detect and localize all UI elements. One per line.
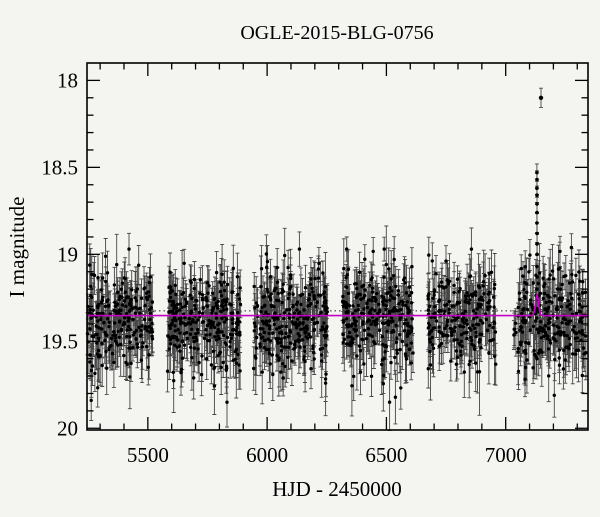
x-tick-label: 6000 (246, 443, 288, 467)
x-tick-label: 5500 (127, 443, 169, 467)
axis-ticks (87, 63, 588, 430)
y-axis-title: I magnitude (5, 197, 29, 298)
y-tick-label: 18.5 (41, 155, 78, 179)
x-tick-label: 6500 (365, 443, 407, 467)
axis-tick-labels: 5500 6000 6500 7000 18 18.5 19 19.5 20 (41, 68, 526, 467)
y-tick-label: 18 (57, 68, 78, 92)
y-tick-label: 19.5 (41, 329, 78, 353)
axes-frame (86, 62, 589, 431)
data-points (85, 95, 588, 404)
plot-title: OGLE-2015-BLG-0756 (240, 22, 433, 44)
model-curve (87, 293, 588, 317)
x-axis-title: HJD - 2450000 (272, 477, 402, 501)
y-tick-label: 19 (57, 242, 78, 266)
x-tick-label: 7000 (485, 443, 527, 467)
y-tick-label: 20 (57, 416, 78, 440)
